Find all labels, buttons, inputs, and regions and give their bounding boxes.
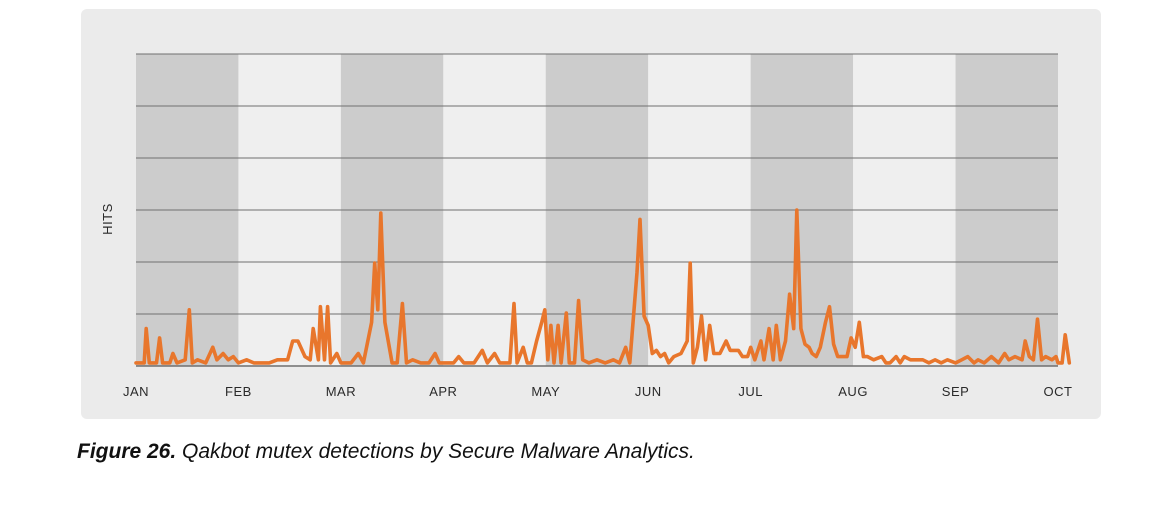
chart-panel: JAN FEB MAR APR MAY JUN JUL AUG SEP OCT HITS — [81, 9, 1101, 419]
x-tick-label: JUL — [738, 384, 763, 399]
x-tick-label: JUN — [635, 384, 662, 399]
caption-text: Qakbot mutex detections by Secure Malwar… — [176, 440, 695, 463]
caption-label: Figure 26. — [77, 440, 177, 463]
series-layer — [134, 208, 1072, 365]
x-tick-label: MAR — [326, 384, 356, 399]
x-tick-label: APR — [429, 384, 457, 399]
x-tick-label: AUG — [838, 384, 868, 399]
y-axis-label: HITS — [100, 203, 115, 235]
x-tick-label: JAN — [123, 384, 149, 399]
line-chart: JAN FEB MAR APR MAY JUN JUL AUG SEP OCT HITS — [100, 53, 1073, 399]
grid-lines — [136, 53, 1058, 367]
figure-caption: Figure 26. Qakbot mutex detections by Se… — [77, 440, 1137, 464]
x-tick-label: FEB — [225, 384, 252, 399]
series-line — [134, 208, 1072, 365]
x-tick-label: MAY — [531, 384, 560, 399]
x-axis-ticks: JAN FEB MAR APR MAY JUN JUL AUG SEP OCT — [123, 384, 1073, 399]
x-tick-label: OCT — [1044, 384, 1073, 399]
x-tick-label: SEP — [942, 384, 970, 399]
